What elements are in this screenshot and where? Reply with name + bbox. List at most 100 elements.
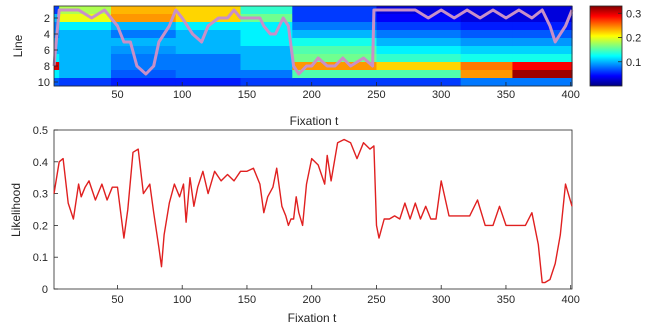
- colorbar: 0.1 0.2 0.3: [589, 5, 641, 87]
- heatmap-x-tick-label: 250: [367, 89, 385, 101]
- heatmap-cell: [59, 30, 112, 39]
- heatmap-cell: [59, 14, 112, 23]
- likelihood-x-tick-label: 100: [173, 294, 191, 306]
- heatmap-cell: [110, 14, 177, 23]
- heatmap-cell: [512, 14, 573, 23]
- heatmap-cell: [292, 38, 378, 47]
- heatmap-cell: [110, 54, 177, 63]
- likelihood-x-tick-label: 400: [562, 294, 580, 306]
- likelihood-x-label: Fixation t: [288, 311, 337, 325]
- likelihood-y-ticks: 0 0.1 0.2 0.3 0.4 0.5: [33, 125, 58, 296]
- heatmap-cell: [460, 38, 514, 47]
- likelihood-x-tick-label: 150: [238, 294, 256, 306]
- heatmap-cell: [59, 70, 112, 79]
- heatmap-cell: [59, 78, 112, 87]
- heatmap-y-ticks: 2 4 6 8 10: [38, 13, 58, 89]
- likelihood-y-tick-label: 0: [42, 284, 48, 296]
- heatmap-cell: [292, 78, 378, 87]
- heatmap-cell: [240, 6, 293, 15]
- heatmap-cell: [54, 54, 60, 63]
- likelihood-y-label: Likelihood: [9, 183, 23, 237]
- heatmap-cell: [110, 70, 177, 79]
- likelihood-frame: [53, 129, 573, 290]
- heatmap-cell: [175, 6, 242, 15]
- likelihood-x-tick-label: 50: [111, 294, 123, 306]
- heatmap-x-tick-label: 50: [111, 89, 123, 101]
- heatmap-cell: [175, 70, 242, 79]
- heatmap-y-tick-label: 8: [44, 61, 50, 73]
- heatmap-frame: [53, 5, 573, 87]
- heatmap-cell: [240, 62, 293, 71]
- heatmap-cell: [175, 78, 242, 87]
- heatmap-cell: [59, 54, 112, 63]
- heatmap-cell: [240, 54, 293, 63]
- colorbar-gradient: [589, 5, 623, 87]
- heatmap-cells: [54, 6, 573, 87]
- heatmap-panel: 50 100 150 200 250 300 350 400 2 4 6 8 10 Fixation …: [11, 5, 580, 128]
- heatmap-cell: [54, 70, 60, 79]
- heatmap-cell: [512, 22, 573, 31]
- heatmap-cell: [512, 46, 573, 55]
- heatmap-x-ticks: 50 100 150 200 250 300 350 400: [111, 82, 580, 101]
- heatmap-cell: [460, 78, 514, 87]
- heatmap-x-tick-label: 200: [303, 89, 321, 101]
- heatmap-x-tick-label: 150: [238, 89, 256, 101]
- colorbar-tick-label: 0.3: [626, 8, 641, 20]
- heatmap-cell: [460, 70, 514, 79]
- heatmap-cell: [292, 46, 378, 55]
- heatmap-cell: [59, 46, 112, 55]
- heatmap-cell: [292, 14, 378, 23]
- heatmap-cell: [59, 22, 112, 31]
- heatmap-cell: [376, 38, 462, 47]
- heatmap-cell: [240, 78, 293, 87]
- likelihood-x-tick-label: 200: [303, 294, 321, 306]
- likelihood-x-tick-label: 250: [367, 294, 385, 306]
- heatmap-cell: [512, 78, 573, 87]
- heatmap-cell: [512, 70, 573, 79]
- heatmap-cell: [376, 22, 462, 31]
- heatmap-cell: [240, 30, 293, 39]
- heatmap-cell: [292, 6, 378, 15]
- heatmap-cell: [240, 46, 293, 55]
- heatmap-cell: [240, 70, 293, 79]
- heatmap-cell: [175, 38, 242, 47]
- heatmap-cell: [110, 78, 177, 87]
- heatmap-cell: [240, 14, 293, 23]
- heatmap-overlay-path: [52, 8, 574, 76]
- heatmap-cell: [460, 30, 514, 39]
- heatmap-cell: [292, 54, 378, 63]
- heatmap-x-tick-label: 400: [562, 89, 580, 101]
- heatmap-x-tick-label: 100: [173, 89, 191, 101]
- heatmap-cell: [110, 6, 177, 15]
- heatmap-y-tick-label: 10: [38, 77, 50, 89]
- colorbar-tick-label: 0.1: [626, 57, 641, 69]
- heatmap-x-tick-label: 350: [497, 89, 515, 101]
- heatmap-cell: [110, 30, 177, 39]
- heatmap-cell: [54, 6, 60, 15]
- heatmap-cell: [292, 22, 378, 31]
- heatmap-x-label: Fixation t: [290, 114, 339, 128]
- heatmap-cell: [512, 38, 573, 47]
- heatmap-cell: [376, 70, 462, 79]
- heatmap-cell: [175, 62, 242, 71]
- likelihood-y-tick-label: 0.4: [33, 157, 48, 169]
- heatmap-cell: [376, 6, 462, 15]
- heatmap-cell: [376, 30, 462, 39]
- colorbar-ticks: 0.1 0.2 0.3: [618, 8, 641, 69]
- heatmap-cell: [460, 62, 514, 71]
- heatmap-cell: [240, 38, 293, 47]
- heatmap-cell: [292, 30, 378, 39]
- heatmap-cell: [460, 54, 514, 63]
- heatmap-cell: [512, 62, 573, 71]
- likelihood-x-ticks: 50 100 150 200 250 300 350 400: [111, 285, 580, 306]
- heatmap-cell: [460, 46, 514, 55]
- likelihood-y-tick-label: 0.1: [33, 252, 48, 264]
- heatmap-cell: [59, 6, 112, 15]
- heatmap-cell: [292, 70, 378, 79]
- heatmap-cell: [460, 6, 514, 15]
- heatmap-cell: [376, 46, 462, 55]
- heatmap-cell: [59, 62, 112, 71]
- likelihood-y-tick-label: 0.2: [33, 220, 48, 232]
- heatmap-cell: [376, 54, 462, 63]
